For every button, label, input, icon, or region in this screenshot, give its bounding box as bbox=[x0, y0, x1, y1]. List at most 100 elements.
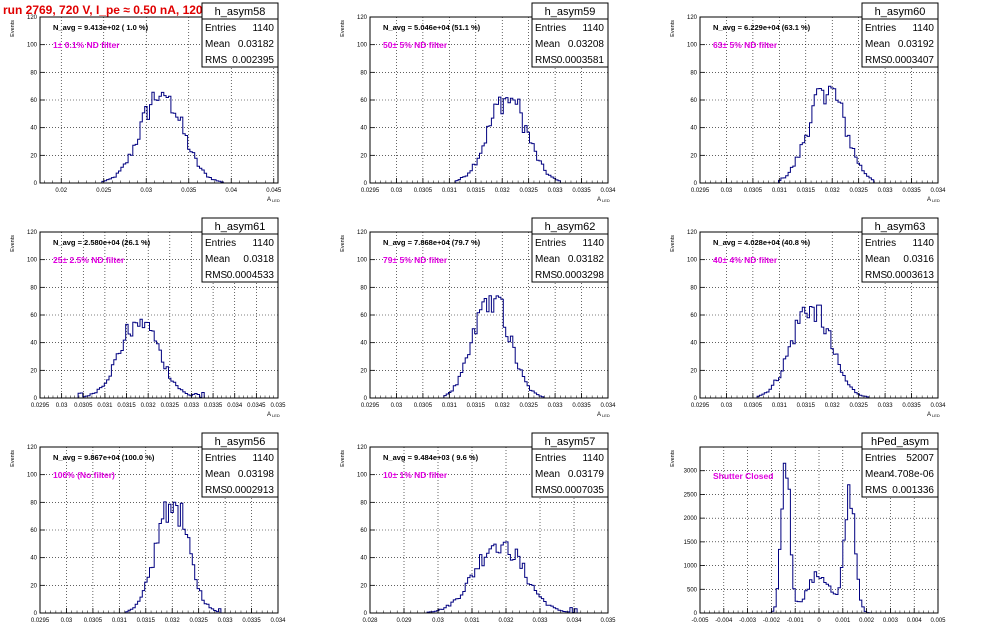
stats-value: 4.708e-06 bbox=[889, 469, 934, 480]
stats-label: RMS bbox=[205, 55, 228, 66]
stats-value: 0.002395 bbox=[232, 55, 274, 66]
x-tick-label: 0.02 bbox=[55, 188, 67, 194]
y-tick-label: 100 bbox=[687, 258, 698, 264]
x-tick-label: 0.035 bbox=[600, 618, 616, 622]
stats-box bbox=[861, 217, 939, 283]
filter-annotation: 63± 5% ND filter bbox=[713, 40, 778, 50]
x-tick-label: 0.032 bbox=[495, 188, 511, 194]
stats-box bbox=[201, 432, 279, 498]
stats-value: 0.0316 bbox=[903, 254, 934, 265]
x-tick-label: 0.0305 bbox=[744, 188, 763, 194]
stats-value: 1140 bbox=[252, 453, 274, 464]
x-tick-label: 0.032 bbox=[165, 618, 181, 622]
stats-title: h_asym60 bbox=[875, 6, 926, 18]
x-tick-label: 0.0315 bbox=[797, 188, 816, 194]
y-tick-label: 100 bbox=[357, 258, 368, 264]
y-tick-label: 60 bbox=[360, 313, 367, 319]
x-tick-label: 0.031 bbox=[772, 188, 788, 194]
x-tick-label: 0.034 bbox=[600, 188, 616, 194]
x-tick-label: 0.0315 bbox=[797, 403, 816, 409]
x-axis-subscript: LED bbox=[272, 413, 280, 418]
x-tick-label: 0.031 bbox=[442, 188, 458, 194]
histogram-panel-h_asym58: 0.02 0.025 0.03 0.035 0.04 0.045 0 20 40 60 80 100 1… bbox=[10, 2, 282, 203]
stats-label: RMS bbox=[535, 485, 558, 496]
x-tick-label: 0.002 bbox=[859, 618, 875, 622]
stats-title: h_asym63 bbox=[875, 221, 926, 233]
stats-value: 0.0007035 bbox=[557, 485, 605, 496]
navg-label: N_avg = 9.484e+03 ( 9.6 %) bbox=[383, 453, 479, 462]
x-tick-label: 0.0305 bbox=[414, 188, 433, 194]
stats-value: 0.0003407 bbox=[887, 55, 935, 66]
y-tick-label: 100 bbox=[357, 473, 368, 479]
stats-label: RMS bbox=[205, 485, 228, 496]
x-tick-label: 0.0295 bbox=[691, 403, 710, 409]
y-tick-label: 1000 bbox=[684, 564, 698, 570]
stats-label: Mean bbox=[865, 39, 890, 50]
x-tick-label: 0.0325 bbox=[519, 188, 538, 194]
stats-value: 1140 bbox=[252, 23, 274, 34]
stats-label: Mean bbox=[205, 39, 230, 50]
y-tick-label: 20 bbox=[360, 153, 367, 159]
y-tick-label: 40 bbox=[30, 126, 37, 132]
x-tick-label: 0.032 bbox=[825, 188, 841, 194]
x-tick-label: 0.032 bbox=[495, 403, 511, 409]
navg-label: N_avg = 7.868e+04 (79.7 %) bbox=[383, 238, 481, 247]
y-tick-label: 0 bbox=[364, 181, 368, 187]
stats-value: 1140 bbox=[582, 453, 604, 464]
stats-label: Entries bbox=[205, 453, 236, 464]
y-tick-label: 80 bbox=[360, 70, 367, 76]
x-tick-label: 0.034 bbox=[930, 403, 946, 409]
histogram-panel-h_asym63: 0.0295 0.03 0.0305 0.031 0.0315 0.032 0.0325 0.… bbox=[670, 217, 946, 418]
x-tick-label: 0.0335 bbox=[902, 188, 921, 194]
histogram-line bbox=[40, 501, 278, 614]
y-tick-label: 120 bbox=[687, 230, 698, 236]
y-tick-label: 500 bbox=[687, 587, 698, 593]
y-tick-label: 60 bbox=[360, 98, 367, 104]
x-tick-label: -0.004 bbox=[715, 618, 733, 622]
stats-label: Entries bbox=[865, 238, 896, 249]
stats-value: 0.0002913 bbox=[227, 485, 275, 496]
x-axis-subscript: LED bbox=[602, 198, 610, 203]
y-tick-label: 100 bbox=[357, 43, 368, 49]
y-axis-title: Events bbox=[10, 235, 16, 252]
y-tick-label: 120 bbox=[357, 230, 368, 236]
stats-value: 0.03198 bbox=[238, 469, 275, 480]
y-tick-label: 120 bbox=[27, 445, 38, 451]
y-tick-label: 80 bbox=[690, 70, 697, 76]
x-tick-label: 0.033 bbox=[878, 188, 894, 194]
filter-annotation: 40± 4% ND filter bbox=[713, 255, 778, 265]
y-tick-label: 120 bbox=[27, 15, 38, 21]
x-tick-label: 0 bbox=[817, 618, 821, 622]
histogram-panel-h_asym56: 0.0295 0.03 0.0305 0.031 0.0315 0.032 0.0325 0.… bbox=[10, 432, 286, 622]
x-tick-label: 0.032 bbox=[825, 403, 841, 409]
y-tick-label: 0 bbox=[694, 181, 698, 187]
y-tick-label: 20 bbox=[360, 583, 367, 589]
x-tick-label: 0.03 bbox=[140, 188, 152, 194]
stats-label: RMS bbox=[865, 270, 888, 281]
x-tick-label: 0.0325 bbox=[189, 618, 208, 622]
histogram-panel-h_asym62: 0.0295 0.03 0.0305 0.031 0.0315 0.032 0.0325 0.… bbox=[340, 217, 616, 418]
x-tick-label: 0.004 bbox=[907, 618, 923, 622]
y-axis-title: Events bbox=[670, 235, 676, 252]
x-tick-label: 0.0295 bbox=[361, 403, 380, 409]
x-tick-label: 0.031 bbox=[112, 618, 128, 622]
stats-value: 0.03208 bbox=[568, 39, 605, 50]
stats-value: 0.03182 bbox=[568, 254, 605, 265]
stats-title: h_asym58 bbox=[215, 6, 266, 18]
stats-label: RMS bbox=[865, 485, 888, 496]
stats-value: 1140 bbox=[582, 238, 604, 249]
x-axis-subscript: LED bbox=[272, 198, 280, 203]
y-tick-label: 40 bbox=[30, 556, 37, 562]
y-tick-label: 20 bbox=[30, 153, 37, 159]
histogram-panel-h_asym60: 0.0295 0.03 0.0305 0.031 0.0315 0.032 0.0325 0.… bbox=[670, 2, 946, 203]
x-tick-label: 0.028 bbox=[362, 618, 378, 622]
y-tick-label: 20 bbox=[30, 368, 37, 374]
histogram-line bbox=[700, 85, 938, 184]
x-tick-label: -0.002 bbox=[763, 618, 781, 622]
x-tick-label: -0.001 bbox=[787, 618, 805, 622]
y-tick-label: 80 bbox=[360, 285, 367, 291]
histogram-panel-h_asym57: 0.028 0.029 0.03 0.031 0.032 0.033 0.034 0.035 0… bbox=[340, 432, 616, 622]
y-tick-label: 2000 bbox=[684, 516, 698, 522]
y-axis-title: Events bbox=[340, 20, 346, 37]
